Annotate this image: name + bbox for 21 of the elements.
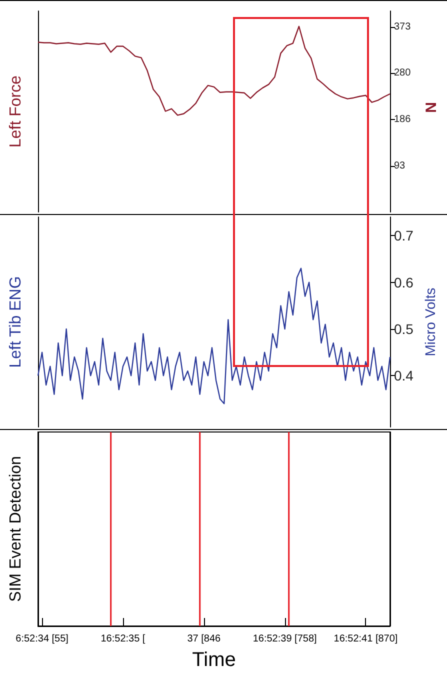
y-axis-title: Left Tib ENG <box>8 276 24 368</box>
line-series <box>37 26 391 116</box>
x-axis-title: Time <box>192 649 236 671</box>
y-tick-label: 93 <box>394 160 406 172</box>
x-tick-label: 16:52:39 [758] <box>252 634 317 644</box>
text: N <box>423 102 440 113</box>
x-tick-label: 37 [846 <box>187 634 221 644</box>
y-tick-label: 0.7 <box>394 228 414 244</box>
x-tick-label: 16:52:35 [ <box>100 634 146 644</box>
x-tick-label: 6:52:34 [55] <box>16 634 69 644</box>
y-tick-label: 0.5 <box>394 321 414 337</box>
y-tick-label: 280 <box>394 68 412 79</box>
line-series <box>37 268 391 404</box>
y-tick-label: 373 <box>394 21 412 32</box>
y-tick-label: 0.4 <box>394 368 414 384</box>
y-axis-title: SIM Event Detection <box>8 456 24 602</box>
y-tick-label: 0.6 <box>394 274 414 290</box>
y-axis-title: Left Force <box>8 75 24 148</box>
y-tick-label: 186 <box>394 114 412 126</box>
text: Micro Volts <box>422 288 438 356</box>
x-tick-label: 16:52:41 [870] <box>334 634 398 644</box>
